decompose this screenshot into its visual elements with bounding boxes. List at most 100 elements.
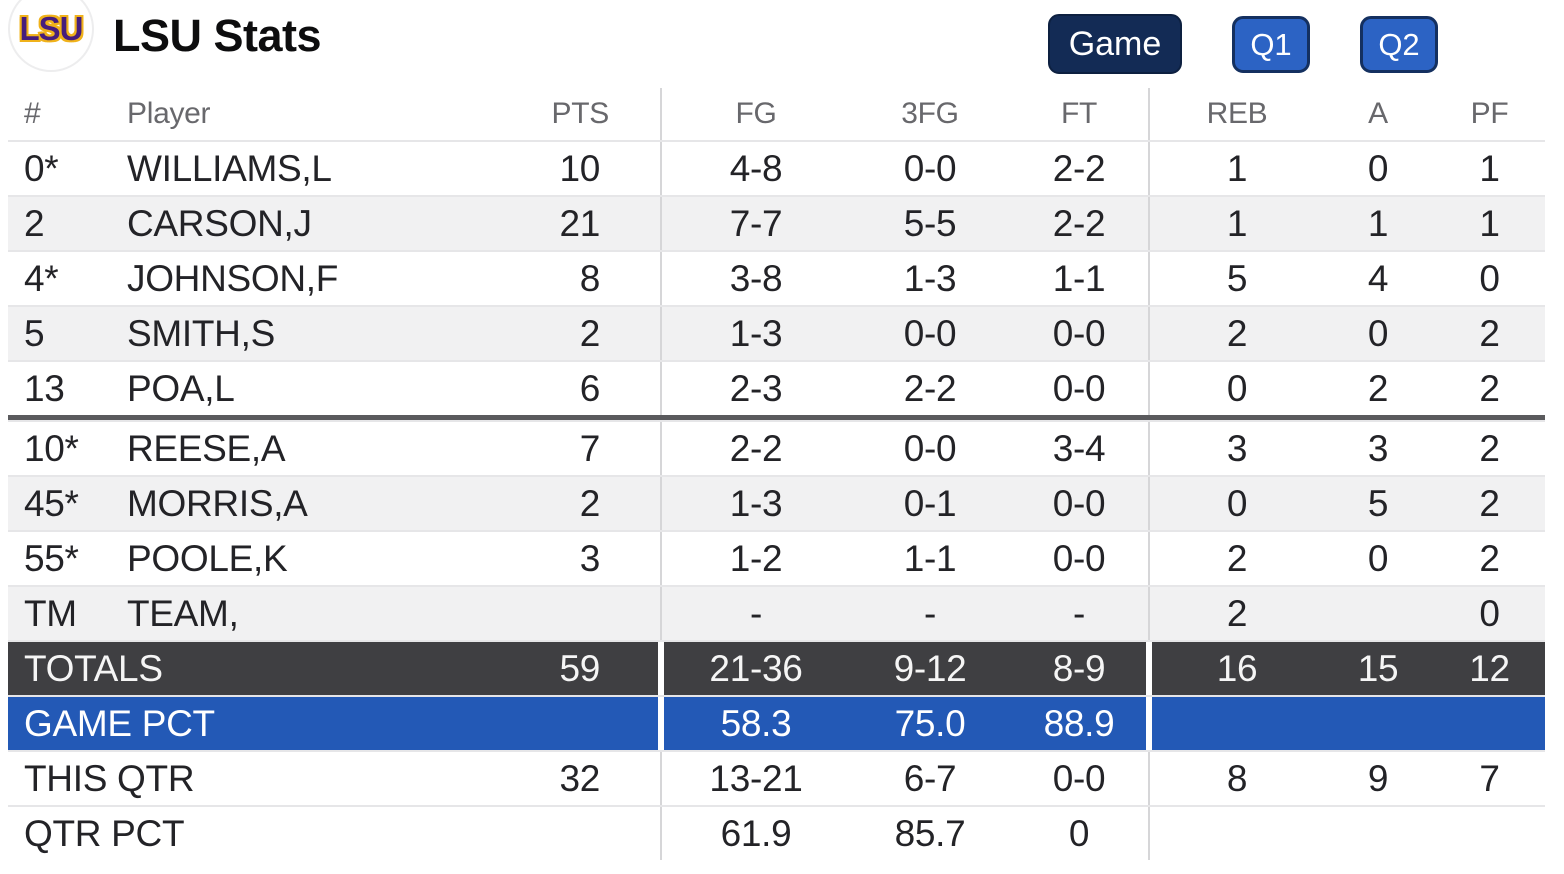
summary-row: THIS QTR 32 13-21 6-7 0-0 8 9 7 [8,750,1545,805]
summary-row: TOTALS 59 21-36 9-12 8-9 16 15 12 [8,640,1545,695]
table-header-row: # Player PTS FG 3FG FT REB A PF [8,88,1545,140]
player-pts: 6 [579,367,601,409]
header-ft: FT [1060,97,1098,130]
summary-reb: 8 [1226,757,1248,799]
header-number: # [24,97,41,130]
player-name: POA,L [127,367,235,409]
player-ft: 2-2 [1052,147,1106,189]
column-divider [1146,587,1152,640]
header-fg: FG [735,97,777,130]
player-pf: 0 [1479,257,1500,299]
column-divider [1146,362,1152,415]
top-bar: LSU LSU Stats Game Q1 Q2 [0,0,1564,88]
summary-fg: 58.3 [720,702,792,744]
player-assists: 0 [1367,312,1389,354]
player-number: 13 [24,367,65,409]
tab-q2[interactable]: Q2 [1360,16,1438,73]
stats-table: # Player PTS FG 3FG FT REB A PF 0* WILLI… [8,88,1545,860]
summary-label: QTR PCT [24,812,185,854]
player-fg: 1-3 [729,482,783,524]
player-reb: 1 [1226,202,1248,244]
player-pts: 2 [579,312,601,354]
player-3fg: - [923,592,937,634]
player-name: WILLIAMS,L [127,147,332,189]
summary-3fg: 6-7 [903,757,957,799]
player-ft: 0-0 [1052,482,1106,524]
player-pts: 3 [579,537,601,579]
header-player: Player [127,97,211,130]
page-title: LSU Stats [113,10,322,61]
player-3fg: 5-5 [903,202,957,244]
player-pts: 10 [559,147,600,189]
player-ft: 0-0 [1052,312,1106,354]
column-divider [1146,88,1152,140]
tab-game[interactable]: Game [1048,14,1182,74]
summary-label: TOTALS [24,647,163,689]
summary-fg: 21-36 [709,647,803,689]
column-divider [658,88,664,140]
player-name: POOLE,K [127,537,288,579]
lsu-logo: LSU [8,0,94,72]
player-ft: 0-0 [1052,367,1106,409]
header-3fg: 3FG [901,97,959,130]
player-row: 13 POA,L 6 2-3 2-2 0-0 0 2 2 [8,360,1545,415]
player-name: JOHNSON,F [127,257,339,299]
tab-q1[interactable]: Q1 [1232,16,1310,73]
summary-fg: 61.9 [720,812,792,854]
column-divider [658,422,664,475]
summary-3fg: 85.7 [894,812,966,854]
player-assists: 0 [1367,147,1389,189]
column-divider [658,532,664,585]
player-assists: 0 [1367,537,1389,579]
player-fg: 7-7 [729,202,783,244]
player-pts: 8 [579,257,601,299]
player-rows: 0* WILLIAMS,L 10 4-8 0-0 2-2 1 0 1 2 CAR… [8,140,1545,640]
player-number: 55* [24,537,79,579]
player-reb: 2 [1226,312,1248,354]
player-assists: 4 [1367,257,1389,299]
player-fg: 1-3 [729,312,783,354]
player-assists: 5 [1367,482,1389,524]
header-pts: PTS [551,97,610,130]
summary-pf: 7 [1479,757,1500,799]
player-3fg: 0-0 [903,312,957,354]
player-row: 2 CARSON,J 21 7-7 5-5 2-2 1 1 1 [8,195,1545,250]
column-divider [658,252,664,305]
player-row: 10* REESE,A 7 2-2 0-0 3-4 3 3 2 [8,420,1545,475]
player-assists: 1 [1367,202,1389,244]
summary-reb [1152,807,1322,860]
column-divider [658,752,664,805]
summary-ft: 0-0 [1052,757,1106,799]
summary-assists [1322,807,1434,860]
player-3fg: 1-1 [903,537,957,579]
player-fg: 1-2 [729,537,783,579]
column-divider [658,142,664,195]
player-ft: 1-1 [1052,257,1106,299]
column-divider [658,197,664,250]
column-divider [658,477,664,530]
player-assists: 3 [1367,427,1389,469]
player-3fg: 0-0 [903,147,957,189]
player-pf: 2 [1479,482,1500,524]
player-reb: 3 [1226,427,1248,469]
player-fg: 2-3 [729,367,783,409]
summary-pts: 59 [559,647,600,689]
summary-reb: 16 [1216,647,1258,689]
player-reb: 2 [1226,537,1248,579]
player-reb: 5 [1226,257,1248,299]
column-divider [658,807,664,860]
column-divider [1146,532,1152,585]
column-divider [658,362,664,415]
column-divider [658,642,664,695]
summary-fg: 13-21 [709,757,803,799]
summary-assists: 9 [1367,757,1389,799]
player-name: TEAM, [127,592,239,634]
header-reb: REB [1206,97,1268,130]
player-reb: 2 [1226,592,1248,634]
player-pf: 2 [1479,427,1500,469]
player-pf: 0 [1479,592,1500,634]
player-assists [1322,587,1434,640]
player-pf: 1 [1479,147,1500,189]
summary-pf [1434,807,1545,860]
column-divider [1146,307,1152,360]
